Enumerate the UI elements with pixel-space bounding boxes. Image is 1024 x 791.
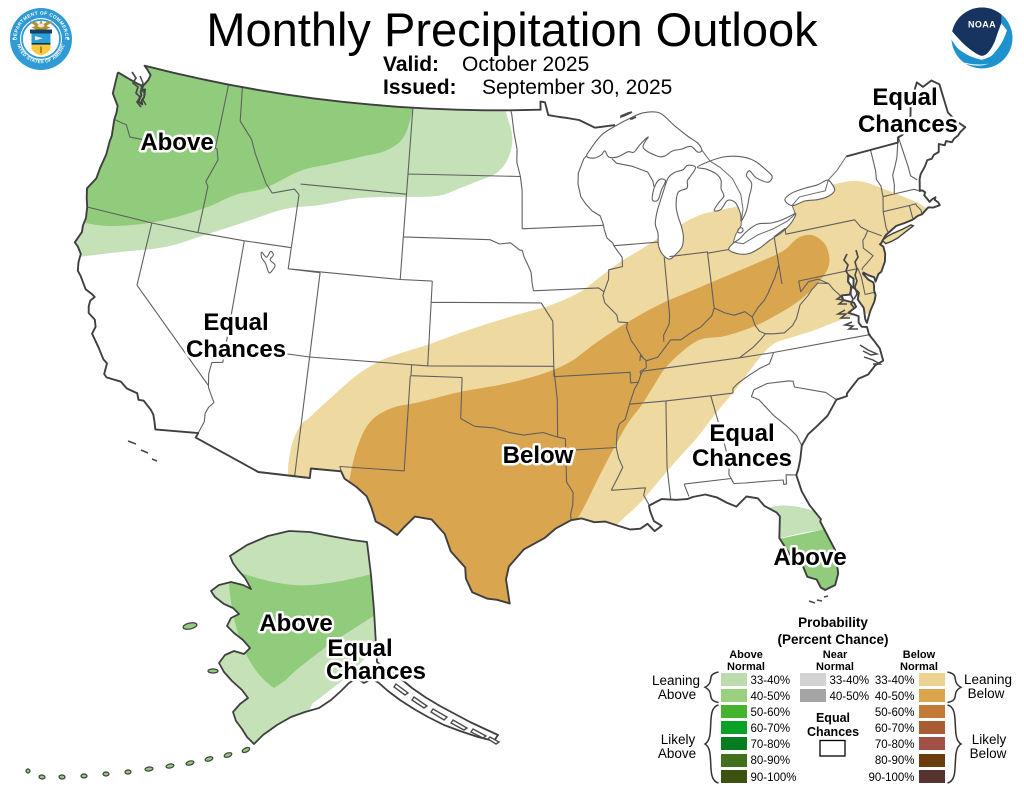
svg-text:80-90%: 80-90%	[751, 755, 791, 767]
svg-text:50-60%: 50-60%	[751, 707, 791, 719]
svg-text:Above: Above	[729, 649, 763, 661]
svg-text:September 30, 2025: September 30, 2025	[482, 76, 672, 99]
svg-text:Likely: Likely	[661, 732, 696, 747]
svg-text:Normal: Normal	[816, 661, 854, 673]
svg-text:33-40%: 33-40%	[751, 675, 791, 687]
svg-text:Equal: Equal	[872, 84, 937, 111]
svg-text:70-80%: 70-80%	[751, 739, 791, 751]
svg-text:Chances: Chances	[807, 725, 859, 739]
svg-text:NOAA: NOAA	[968, 20, 996, 30]
svg-text:Likely: Likely	[972, 732, 1007, 747]
svg-text:Above: Above	[658, 687, 696, 702]
svg-text:Above: Above	[658, 746, 696, 761]
svg-text:Below: Below	[903, 649, 936, 661]
svg-text:October 2025: October 2025	[462, 53, 589, 76]
svg-text:60-70%: 60-70%	[875, 723, 915, 735]
svg-text:Probability: Probability	[798, 615, 868, 630]
svg-text:40-50%: 40-50%	[751, 691, 791, 703]
svg-text:Above: Above	[773, 544, 846, 571]
svg-text:Leaning: Leaning	[652, 673, 700, 688]
svg-text:60-70%: 60-70%	[751, 723, 791, 735]
svg-text:40-50%: 40-50%	[830, 691, 870, 703]
svg-text:40-50%: 40-50%	[875, 691, 915, 703]
svg-text:Valid:: Valid:	[383, 53, 439, 76]
svg-text:Chances: Chances	[692, 445, 792, 472]
svg-text:90-100%: 90-100%	[751, 772, 797, 784]
svg-text:Above: Above	[140, 129, 213, 156]
svg-text:Equal: Equal	[709, 420, 774, 447]
svg-text:Normal: Normal	[727, 661, 765, 673]
svg-text:50-60%: 50-60%	[875, 707, 915, 719]
svg-text:Chances: Chances	[186, 336, 286, 363]
svg-text:33-40%: 33-40%	[830, 675, 870, 687]
svg-text:Above: Above	[259, 610, 332, 637]
svg-text:Leaning: Leaning	[964, 672, 1012, 687]
svg-text:Equal: Equal	[816, 711, 850, 725]
svg-text:(Percent Chance): (Percent Chance)	[777, 632, 888, 647]
svg-text:Near: Near	[823, 649, 848, 661]
svg-text:Issued:: Issued:	[383, 76, 457, 99]
svg-text:Equal: Equal	[327, 635, 392, 662]
svg-text:Chances: Chances	[326, 658, 426, 685]
svg-text:70-80%: 70-80%	[875, 739, 915, 751]
svg-text:Below: Below	[968, 686, 1005, 701]
svg-text:33-40%: 33-40%	[875, 675, 915, 687]
svg-text:Below: Below	[970, 746, 1007, 761]
svg-text:90-100%: 90-100%	[868, 772, 914, 784]
svg-text:Chances: Chances	[858, 111, 958, 138]
svg-text:Equal: Equal	[203, 309, 268, 336]
svg-text:Monthly Precipitation Outlook: Monthly Precipitation Outlook	[206, 3, 818, 56]
svg-text:Below: Below	[503, 442, 574, 469]
svg-text:Normal: Normal	[900, 661, 938, 673]
svg-text:80-90%: 80-90%	[875, 755, 915, 767]
